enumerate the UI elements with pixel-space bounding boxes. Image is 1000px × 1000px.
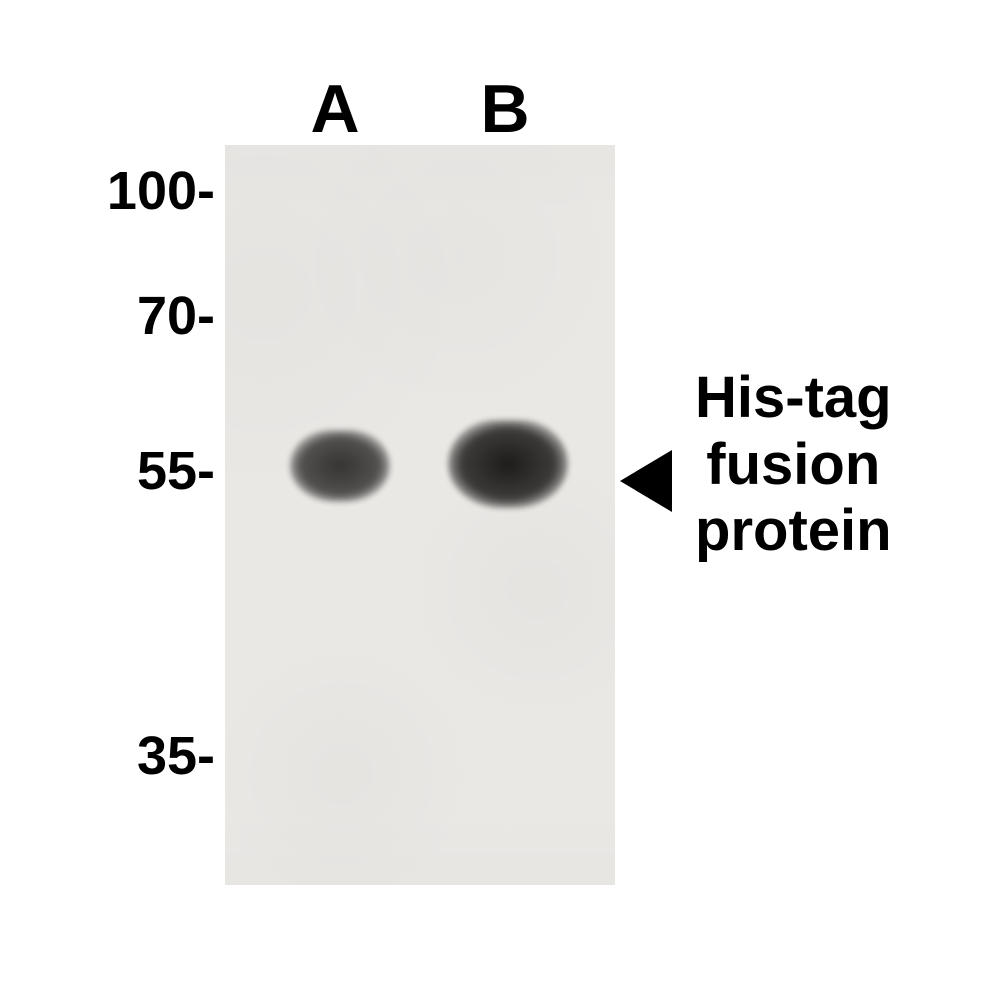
- lane-header-b: B: [480, 70, 529, 148]
- annotation-line-1: His-tag: [695, 365, 892, 432]
- band-lane-a: [290, 430, 390, 502]
- annotation-line-2: fusion: [695, 432, 892, 499]
- lane-header-a: A: [310, 70, 359, 148]
- blot-region: [225, 145, 615, 885]
- band-lane-b: [448, 420, 568, 508]
- band-annotation-text: His-tag fusion protein: [695, 365, 892, 565]
- marker-55: 55-: [137, 440, 215, 502]
- western-blot-figure: A B 100- 70- 55- 35- His-tag fusion prot…: [0, 45, 1000, 965]
- marker-100: 100-: [107, 160, 215, 222]
- marker-70: 70-: [137, 285, 215, 347]
- marker-35: 35-: [137, 725, 215, 787]
- arrow-pointer-icon: [620, 450, 672, 512]
- blot-noise-overlay: [225, 145, 615, 885]
- annotation-line-3: protein: [695, 498, 892, 565]
